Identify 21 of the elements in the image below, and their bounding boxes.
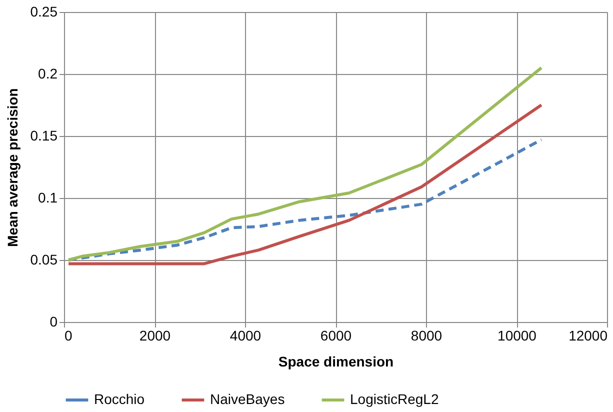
x-tick-label: 10000 [498, 328, 537, 344]
x-tick-label: 0 [64, 328, 72, 344]
x-tick-label: 4000 [230, 328, 262, 344]
y-tick-label: 0.15 [30, 128, 58, 144]
y-axis-title: Mean average precision [4, 88, 20, 247]
legend-label: LogisticRegL2 [350, 391, 439, 407]
x-tick-label: 2000 [139, 328, 171, 344]
y-tick-label: 0.25 [30, 4, 58, 20]
legend-label: Rocchio [94, 391, 145, 407]
y-tick-label: 0.2 [38, 66, 58, 82]
x-tick-label: 8000 [410, 328, 442, 344]
x-tick-label: 6000 [320, 328, 352, 344]
y-tick-label: 0.1 [38, 190, 58, 206]
x-tick-label: 12000 [568, 328, 608, 344]
x-axis-title: Space dimension [278, 354, 394, 370]
legend-label: NaiveBayes [210, 391, 285, 407]
line-series [67, 138, 543, 262]
y-tick-label: 0.05 [30, 252, 58, 268]
y-tick-label: 0 [50, 314, 58, 330]
line-series [67, 66, 543, 262]
line-series [67, 104, 543, 266]
